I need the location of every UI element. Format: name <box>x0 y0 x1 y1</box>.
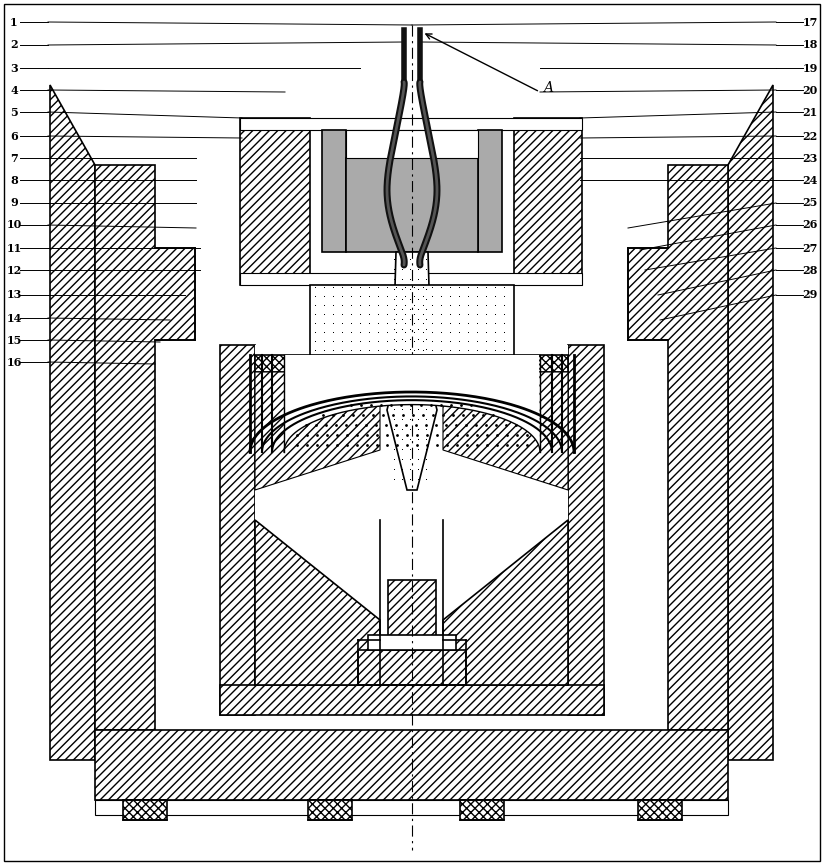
Text: 28: 28 <box>803 265 817 275</box>
Polygon shape <box>443 355 568 372</box>
Text: 4: 4 <box>10 85 18 95</box>
Polygon shape <box>628 165 728 730</box>
Polygon shape <box>240 118 310 285</box>
Text: 14: 14 <box>7 312 21 324</box>
Text: 6: 6 <box>10 131 18 142</box>
Polygon shape <box>220 685 604 715</box>
Text: 23: 23 <box>803 152 817 163</box>
Text: 9: 9 <box>10 197 18 208</box>
Text: 7: 7 <box>10 152 18 163</box>
Text: 13: 13 <box>7 290 21 300</box>
Text: 16: 16 <box>7 356 21 368</box>
Polygon shape <box>568 345 604 715</box>
Polygon shape <box>460 800 504 820</box>
Polygon shape <box>240 118 582 130</box>
Polygon shape <box>123 800 167 820</box>
Text: 10: 10 <box>7 220 21 230</box>
Polygon shape <box>284 355 540 452</box>
Polygon shape <box>308 800 352 820</box>
Text: 20: 20 <box>803 85 817 95</box>
Polygon shape <box>478 130 502 252</box>
Polygon shape <box>514 118 582 285</box>
Polygon shape <box>368 635 456 650</box>
Text: 15: 15 <box>7 335 21 345</box>
Text: 11: 11 <box>7 242 21 253</box>
Text: 1: 1 <box>10 16 18 28</box>
Text: 26: 26 <box>803 220 817 230</box>
Text: 29: 29 <box>803 290 817 300</box>
Text: 17: 17 <box>803 16 817 28</box>
Polygon shape <box>322 130 346 252</box>
Polygon shape <box>95 165 195 730</box>
Polygon shape <box>388 580 436 650</box>
Text: 27: 27 <box>803 242 817 253</box>
Polygon shape <box>50 85 95 760</box>
Polygon shape <box>255 372 380 490</box>
Polygon shape <box>728 85 773 760</box>
Polygon shape <box>358 650 466 685</box>
Polygon shape <box>95 730 728 800</box>
Polygon shape <box>220 345 255 715</box>
Text: 2: 2 <box>10 40 18 50</box>
Polygon shape <box>310 285 514 355</box>
Text: 24: 24 <box>803 175 817 185</box>
Polygon shape <box>443 372 568 490</box>
Polygon shape <box>255 345 568 685</box>
Polygon shape <box>255 520 380 685</box>
Text: A: A <box>543 81 553 95</box>
Text: 22: 22 <box>803 131 817 142</box>
Text: 3: 3 <box>10 62 18 74</box>
Text: 5: 5 <box>10 106 18 118</box>
Text: 18: 18 <box>803 40 817 50</box>
Text: 21: 21 <box>803 106 817 118</box>
Polygon shape <box>638 800 682 820</box>
Polygon shape <box>387 252 437 490</box>
Text: 8: 8 <box>10 175 18 185</box>
Polygon shape <box>346 158 478 252</box>
Polygon shape <box>255 355 380 372</box>
Polygon shape <box>346 130 478 158</box>
Text: 12: 12 <box>7 265 21 275</box>
Text: 25: 25 <box>803 197 817 208</box>
Polygon shape <box>95 800 728 815</box>
Polygon shape <box>443 520 568 685</box>
Text: 19: 19 <box>803 62 817 74</box>
Polygon shape <box>240 273 582 285</box>
